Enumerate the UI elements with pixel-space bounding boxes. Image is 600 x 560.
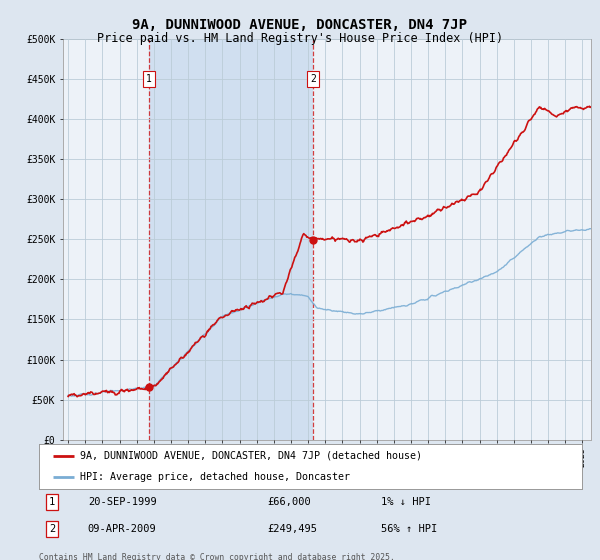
Text: 09-APR-2009: 09-APR-2009 bbox=[88, 524, 157, 534]
Text: 20-SEP-1999: 20-SEP-1999 bbox=[88, 497, 157, 507]
Text: 2: 2 bbox=[49, 524, 55, 534]
Text: 1: 1 bbox=[146, 74, 152, 84]
Text: 9A, DUNNIWOOD AVENUE, DONCASTER, DN4 7JP: 9A, DUNNIWOOD AVENUE, DONCASTER, DN4 7JP bbox=[133, 18, 467, 32]
Text: 1: 1 bbox=[49, 497, 55, 507]
Text: 1% ↓ HPI: 1% ↓ HPI bbox=[381, 497, 431, 507]
Text: £66,000: £66,000 bbox=[267, 497, 311, 507]
Text: 2: 2 bbox=[310, 74, 316, 84]
Text: HPI: Average price, detached house, Doncaster: HPI: Average price, detached house, Donc… bbox=[80, 472, 350, 482]
Text: 56% ↑ HPI: 56% ↑ HPI bbox=[381, 524, 437, 534]
Text: £249,495: £249,495 bbox=[267, 524, 317, 534]
Text: 9A, DUNNIWOOD AVENUE, DONCASTER, DN4 7JP (detached house): 9A, DUNNIWOOD AVENUE, DONCASTER, DN4 7JP… bbox=[80, 451, 422, 461]
Bar bbox=[149, 39, 313, 440]
Text: Price paid vs. HM Land Registry's House Price Index (HPI): Price paid vs. HM Land Registry's House … bbox=[97, 32, 503, 45]
Text: Contains HM Land Registry data © Crown copyright and database right 2025.
This d: Contains HM Land Registry data © Crown c… bbox=[39, 553, 395, 560]
